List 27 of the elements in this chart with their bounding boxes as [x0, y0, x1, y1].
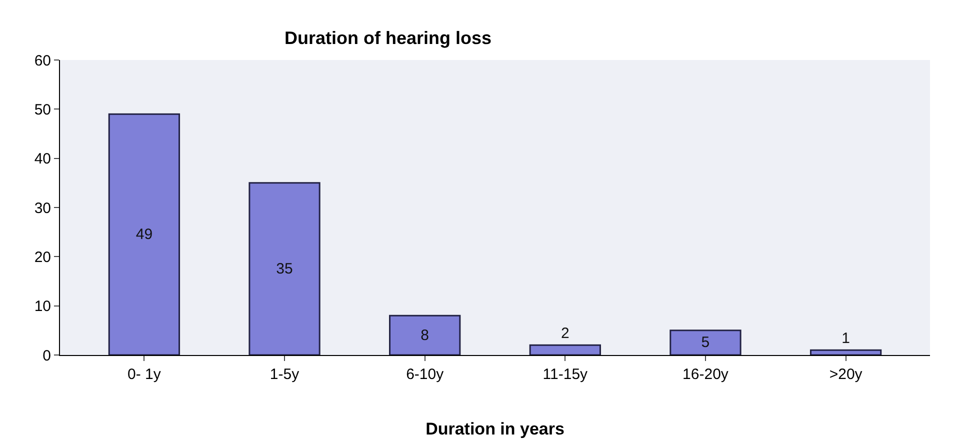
y-tick-label: 60	[34, 52, 51, 70]
bar	[810, 349, 882, 355]
bar	[248, 182, 320, 355]
data-label: 2	[560, 325, 570, 342]
data-label: 8	[420, 326, 430, 344]
x-tick-label: 0- 1y	[128, 366, 162, 383]
y-tick-label: 30	[34, 200, 51, 217]
chart-title: Duration of hearing loss	[284, 28, 492, 48]
x-tick-label: 6-10y	[406, 366, 444, 383]
data-label: 1	[842, 330, 850, 348]
data-label: 5	[701, 334, 710, 352]
x-axis-title: Duration in years	[426, 419, 564, 438]
bar	[670, 330, 742, 355]
data-label: 49	[136, 226, 153, 244]
x-tick-label: 1-5y	[270, 366, 300, 383]
x-tick-label: 11-15y	[542, 366, 588, 383]
bar	[108, 113, 180, 355]
y-tick-label: 40	[34, 150, 51, 168]
y-tick-label: 50	[34, 101, 51, 118]
y-tick-label: 0	[42, 347, 51, 364]
bar	[389, 314, 461, 355]
x-tick-label: >20y	[829, 366, 863, 383]
data-label: 35	[276, 260, 293, 278]
x-tick-label: 16-20y	[682, 366, 729, 383]
y-tick-label: 10	[34, 298, 51, 316]
bar	[529, 344, 601, 355]
y-tick-label: 20	[34, 248, 51, 266]
